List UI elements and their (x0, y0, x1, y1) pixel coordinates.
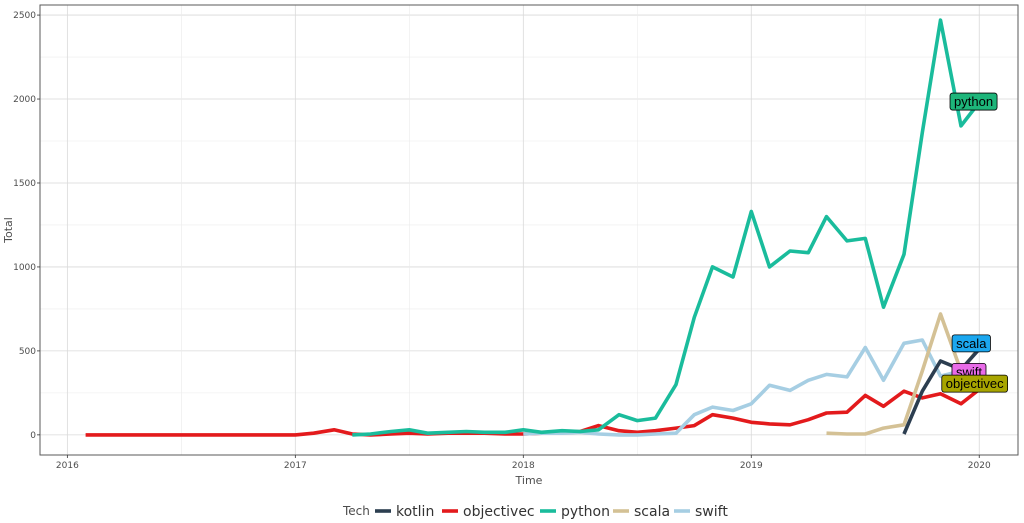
x-axis-ticks: 2016 2017 2018 2019 2020 (56, 455, 991, 471)
x-tick-label: 2016 (56, 461, 79, 471)
legend-title: Tech (342, 504, 370, 518)
annotation-scala: scala (951, 334, 991, 353)
annotation-python: python (949, 92, 998, 111)
series-line-kotlin (902, 347, 981, 435)
x-tick-label: 2019 (740, 461, 763, 471)
series-lines (85, 18, 981, 437)
legend-label-python: python (561, 504, 610, 520)
series-line-python (352, 18, 981, 437)
annotation-label-objectivec: objectivec (946, 376, 1004, 391)
annotation-objectivec: objectivec (941, 374, 1008, 393)
annotation-box-scala (951, 334, 991, 353)
x-axis-title: Time (515, 474, 543, 487)
y-tick-label: 1500 (13, 179, 36, 189)
legend-label-kotlin: kotlin (396, 504, 434, 520)
x-tick-label: 2017 (284, 461, 307, 471)
annotation-box-objectivec (941, 374, 1008, 393)
legend-label-swift: swift (695, 504, 728, 520)
legend: Tech kotlin objectivec python scala swift (342, 504, 728, 520)
series-line-swift (523, 338, 962, 437)
annotation-label-scala: scala (956, 336, 987, 351)
legend-items: kotlin objectivec python scala swift (375, 504, 728, 520)
legend-label-scala: scala (634, 504, 670, 520)
annotation-label-python: python (954, 94, 993, 109)
y-axis-title: Total (2, 217, 15, 244)
y-tick-label: 2000 (13, 95, 36, 105)
series-line-objectivec (85, 388, 981, 437)
annotation-box-python (949, 92, 998, 111)
legend-label-objectivec: objectivec (463, 504, 535, 520)
y-tick-label: 500 (19, 347, 36, 357)
y-tick-label: 1000 (13, 263, 36, 273)
grid-lines (40, 5, 1018, 455)
y-tick-label: 0 (30, 431, 36, 441)
x-tick-label: 2020 (968, 461, 991, 471)
y-axis-ticks: 0 500 1000 1500 2000 2500 (13, 11, 40, 441)
y-tick-label: 2500 (13, 11, 36, 21)
plot-panel-border (39, 4, 1019, 456)
x-tick-label: 2018 (512, 461, 535, 471)
